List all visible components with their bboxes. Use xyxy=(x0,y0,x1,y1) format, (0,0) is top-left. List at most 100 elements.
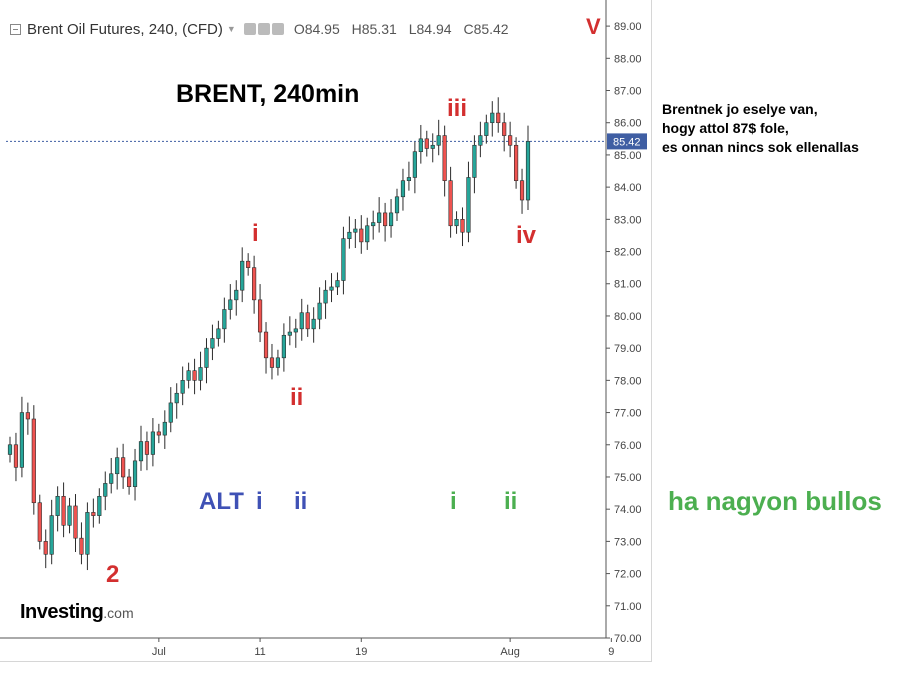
candle-up xyxy=(293,328,298,333)
y-tick-label: 77.00 xyxy=(614,408,642,420)
candle-up xyxy=(347,231,352,239)
candle-up xyxy=(406,177,412,181)
candle-down xyxy=(514,144,519,181)
low-value: 84.94 xyxy=(416,21,452,37)
candle-up xyxy=(287,331,292,336)
wave-label-iv: iv xyxy=(516,222,537,249)
candle-up xyxy=(186,370,191,381)
candle-up xyxy=(275,357,281,368)
candle-down xyxy=(359,228,364,243)
investing-logo[interactable]: Investing.com xyxy=(20,601,134,624)
candle-up xyxy=(400,180,406,198)
y-tick-label: 72.00 xyxy=(614,569,642,581)
open-value: 84.95 xyxy=(304,21,340,37)
price-chart[interactable]: 89.00 88.00 87.00 86.00 85.00 84.00 83.00 82.00… xyxy=(0,0,652,662)
y-tick-label: 83.00 xyxy=(614,214,642,226)
y-tick-label: 79.00 xyxy=(614,343,642,355)
close-value: 85.42 xyxy=(473,21,509,37)
candle-up xyxy=(388,212,394,227)
wave-label-2: 2 xyxy=(106,561,120,588)
x-tick-label: 9 xyxy=(608,646,614,658)
candle-up xyxy=(19,412,24,468)
wave-label-i: i xyxy=(252,220,259,247)
candle-up xyxy=(436,135,441,146)
candle-down xyxy=(25,412,30,420)
candle-up xyxy=(180,380,185,394)
candle-down xyxy=(424,138,429,149)
candle-up xyxy=(418,138,423,153)
candle-down xyxy=(496,112,501,124)
high-label: H xyxy=(351,21,362,37)
x-tick-label: Jul xyxy=(152,646,166,658)
candle-up xyxy=(281,334,286,359)
candle-up xyxy=(97,495,102,516)
candle-up xyxy=(240,260,245,291)
settings-icon[interactable] xyxy=(243,23,256,35)
note-line: es onnan nincs sok ellenallas xyxy=(662,139,859,155)
candle-down xyxy=(252,267,257,301)
chart-panel[interactable]: 89.00 88.00 87.00 86.00 85.00 84.00 83.00 82.00… xyxy=(0,0,652,662)
candle-up xyxy=(454,219,459,227)
green-wave-ii: ii xyxy=(504,488,518,515)
candle-up xyxy=(228,299,233,310)
candle-down xyxy=(305,312,310,330)
candle-up xyxy=(311,318,316,330)
y-tick-label: 82.00 xyxy=(614,247,642,259)
y-tick-label: 80.00 xyxy=(614,311,642,323)
candle-up xyxy=(198,367,203,381)
y-tick-label: 81.00 xyxy=(614,279,642,291)
green-wave-i: i xyxy=(450,488,457,515)
logo-name: Investing xyxy=(20,601,104,623)
y-tick-label: 87.00 xyxy=(614,86,642,98)
candle-up xyxy=(234,289,239,301)
candle-up xyxy=(466,177,471,233)
chevron-down-icon[interactable]: ▼ xyxy=(226,24,236,34)
candle-up xyxy=(472,144,477,178)
candle-up xyxy=(323,289,328,304)
candle-down xyxy=(246,260,251,268)
candle-up xyxy=(109,473,114,484)
close-icon[interactable] xyxy=(271,23,284,35)
high-value: 85.31 xyxy=(361,21,397,37)
candle-up xyxy=(85,512,90,555)
y-tick-label: 89.00 xyxy=(614,21,642,33)
candle-down xyxy=(460,219,465,233)
candle-down xyxy=(73,505,78,539)
candle-down xyxy=(91,512,96,516)
alt-wave-ii: ii xyxy=(294,488,308,515)
candle-down xyxy=(263,331,269,359)
y-tick-label: 78.00 xyxy=(614,375,642,387)
current-price-badge xyxy=(607,133,647,150)
candle-up xyxy=(222,309,227,330)
note-line: hogy attol 87$ fole, xyxy=(662,120,789,136)
wave-label-iii: iii xyxy=(447,95,468,122)
x-tick-label: Aug xyxy=(500,646,520,658)
candle-up xyxy=(7,444,13,455)
candle-up xyxy=(430,144,435,149)
ohlc-readout: O84.95 H85.31 L84.94 C85.42 xyxy=(294,21,517,37)
instrument-title: Brent Oil Futures, 240, (CFD) xyxy=(27,20,223,38)
x-tick-label: 11 xyxy=(254,646,265,658)
candle-down xyxy=(442,135,447,181)
candle-up xyxy=(299,312,304,330)
analyst-note: Brentnek jo eselye van, hogy attol 87$ f… xyxy=(662,100,859,157)
candle-up xyxy=(412,151,417,178)
candle-up xyxy=(341,238,346,281)
close-label: C xyxy=(463,21,474,37)
candle-up xyxy=(49,515,54,555)
candle-down xyxy=(383,212,388,227)
candle-down xyxy=(37,502,42,542)
eye-icon[interactable] xyxy=(257,23,270,35)
y-tick-label: 70.00 xyxy=(614,633,642,645)
candle-up xyxy=(67,505,72,526)
candle-up xyxy=(365,225,370,243)
candle-up xyxy=(168,402,173,423)
collapse-icon[interactable] xyxy=(10,23,21,35)
candle-up xyxy=(55,495,60,516)
y-tick-label: 74.00 xyxy=(614,504,642,516)
candle-down xyxy=(156,431,161,436)
candle-up xyxy=(490,112,495,124)
candle-up xyxy=(103,483,108,497)
y-tick-label: 84.00 xyxy=(614,182,642,194)
y-tick-label: 88.00 xyxy=(614,53,642,65)
